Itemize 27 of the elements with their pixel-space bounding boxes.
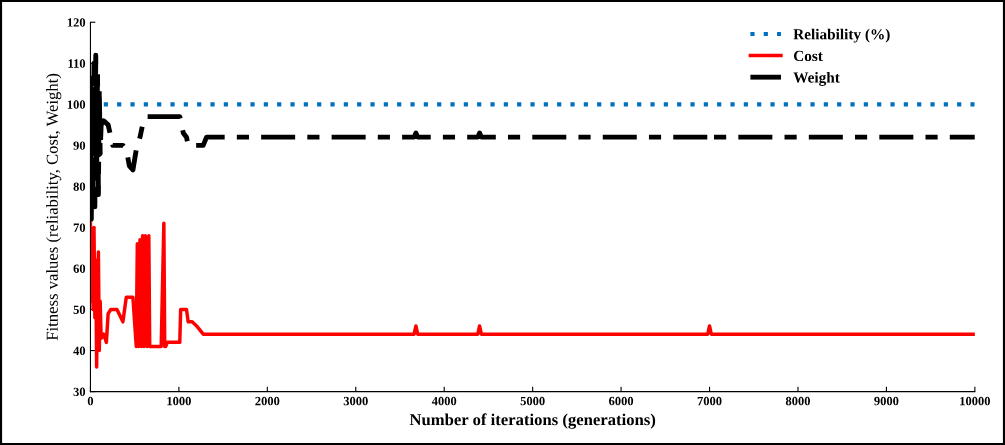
x-tick-label: 6000 xyxy=(609,396,634,406)
y-tick-label: 50 xyxy=(73,305,86,314)
line-series xyxy=(90,221,975,369)
x-axis-title: Number of iterations (generations) xyxy=(409,413,656,429)
legend-label: Weight xyxy=(793,71,840,86)
y-tick-label: 80 xyxy=(73,182,86,191)
x-tick-label: 7000 xyxy=(697,396,722,406)
y-tick-label: 120 xyxy=(67,18,86,27)
y-tick-label: 100 xyxy=(67,100,86,109)
y-axis-title: Fitness values (reliability, Cost, Weight) xyxy=(46,73,62,341)
x-tick-label: 4000 xyxy=(431,396,457,406)
y-tick-label: 70 xyxy=(73,223,86,232)
x-tick-label: 8000 xyxy=(785,396,810,406)
y-tick-label: 40 xyxy=(73,346,86,356)
x-tick-label: 9000 xyxy=(874,396,899,406)
y-tick-label: 110 xyxy=(68,59,86,68)
x-tick-label: 1000 xyxy=(167,396,191,406)
legend-label: Reliability (%) xyxy=(793,28,890,43)
x-tick-label: 2000 xyxy=(255,396,280,406)
x-tick-label: 10000 xyxy=(960,396,990,406)
y-tick-label: 90 xyxy=(73,141,86,150)
y-tick-label: 30 xyxy=(73,387,86,397)
x-tick-label: 0 xyxy=(87,396,94,406)
x-tick-label: 3000 xyxy=(343,396,368,406)
y-tick-label: 60 xyxy=(73,264,86,273)
legend-label: Cost xyxy=(793,50,823,62)
x-tick-label: 5000 xyxy=(520,396,545,406)
